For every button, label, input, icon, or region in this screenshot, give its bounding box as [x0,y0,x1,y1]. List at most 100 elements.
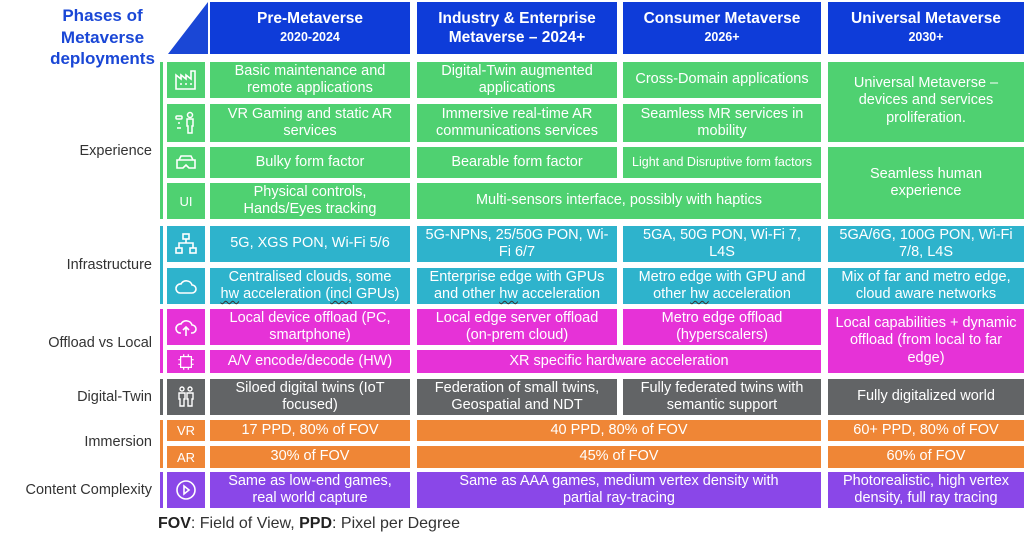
category-offload: Offload vs Local [48,335,152,351]
cell-metro-edge-offload: Metro edge offload (hyperscalers) [623,309,821,345]
cell-line: and other hw acceleration [434,286,600,304]
cell-universal-devices: Universal Metaverse – devices and servic… [828,62,1024,142]
cell-bulky-form: Bulky form factor [210,147,410,178]
cell-local-capabilities: Local capabilities + dynamic offload (fr… [828,309,1024,373]
cell-line: other hw acceleration [653,286,791,304]
phase-name: Consumer Metaverse [643,10,801,27]
phase-name-line2: Metaverse – 2024+ [448,29,586,46]
cell-immersive-ar: Immersive real-time AR communications se… [417,104,617,142]
diagram-title: Phases of Metaverse deployments [50,6,155,68]
cell-text: other [653,286,691,302]
cell-vr-40ppd: 40 PPD, 80% of FOV [417,420,821,441]
cell-text: hw [499,286,518,302]
cell-basic-maintenance: Basic maintenance and remote application… [210,62,410,98]
cell-5ga-6g: 5GA/6G, 100G PON, Wi-Fi 7/8, L4S [828,226,1024,262]
immersion-line [160,420,163,468]
footnote-ppd-desc: : Pixel per Degree [332,515,461,532]
cell-local-device-offload: Local device offload (PC, smartphone) [210,309,410,345]
category-experience: Experience [79,143,152,159]
cell-line: Centralised clouds, some [228,268,392,285]
cell-text: GPUs) [351,286,400,302]
footnote-fov: FOV [158,515,191,532]
cell-line: hw acceleration (incl GPUs) [221,286,400,304]
cell-metro-edge: Metro edge with GPU and other hw acceler… [623,268,821,304]
footnote-ppd: PPD [299,515,332,532]
phase-years: 2030+ [908,30,944,44]
cell-5g-npns: 5G-NPNs, 25/50G PON, Wi-Fi 6/7 [417,226,617,262]
cell-digital-twin-augmented: Digital-Twin augmented applications [417,62,617,98]
cell-federation-twins: Federation of small twins, Geospatial an… [417,379,617,415]
category-infrastructure: Infrastructure [66,257,152,273]
ar-icon: AR [167,446,205,468]
cell-local-edge-offload: Local edge server offload (on-prem cloud… [417,309,617,345]
cell-cross-domain: Cross-Domain applications [623,62,821,98]
category-digital-twin: Digital-Twin [77,389,152,405]
cell-vr-gaming: VR Gaming and static AR services [210,104,410,142]
cell-bearable-form: Bearable form factor [417,147,617,178]
cell-multi-sensors: Multi-sensors interface, possibly with h… [417,183,821,219]
cell-siloed-twins: Siloed digital twins (IoT focused) [210,379,410,415]
cell-aaa-games: Same as AAA games, medium vertex density… [417,472,821,508]
experience-line [160,62,163,219]
footnote: FOV: Field of View, PPD: Pixel per Degre… [158,515,460,533]
offload-line [160,309,163,373]
footnote-fov-desc: : Field of View, [190,515,300,532]
cell-low-end-games: Same as low-end games, real world captur… [210,472,410,508]
cloud-icon [167,268,205,304]
cell-vr-17ppd: 17 PPD, 80% of FOV [210,420,410,441]
cell-line: Mix of far and metro edge, [841,268,1011,285]
phase-header-consumer: Consumer Metaverse 2026+ [623,2,821,54]
phase-header-pre-metaverse: Pre-Metaverse 2020-2024 [210,2,410,54]
cloud-upload-icon [167,309,205,345]
cell-text: hw [690,286,709,302]
phase-header-universal: Universal Metaverse 2030+ [828,2,1024,54]
network-icon [167,226,205,262]
title-triangle [168,2,208,54]
cell-centralised-clouds: Centralised clouds, some hw acceleration… [210,268,410,304]
cell-text: acceleration ( [239,286,331,302]
cell-line: Enterprise edge with GPUs [429,268,605,285]
cell-text: incl [330,286,352,302]
cell-photorealistic: Photorealistic, high vertex density, ful… [828,472,1024,508]
infrastructure-line [160,226,163,304]
content-line [160,472,163,508]
vr-headset-icon [167,147,205,178]
cell-seamless-mr: Seamless MR services in mobility [623,104,821,142]
cell-ar-45: 45% of FOV [417,446,821,468]
cell-av-encode: A/V encode/decode (HW) [210,350,410,373]
vr-icon: VR [167,420,205,441]
phase-name: Universal Metaverse [851,10,1001,27]
play-icon [167,472,205,508]
cell-vr-60ppd: 60+ PPD, 80% of FOV [828,420,1024,441]
digital-twin-line [160,379,163,415]
phase-name: Industry & Enterprise [438,10,596,27]
cell-text: hw [220,286,240,302]
cell-text: acceleration [517,286,601,302]
cell-fully-digitalized: Fully digitalized world [828,379,1024,415]
chip-icon [167,350,205,373]
cell-line: cloud aware networks [855,286,997,302]
cell-xr-hw-accel: XR specific hardware acceleration [417,350,821,373]
cell-5ga-50g: 5GA, 50G PON, Wi-Fi 7, L4S [623,226,821,262]
phase-years: 2026+ [704,30,740,44]
ui-icon: UI [167,183,205,219]
cell-ar-60: 60% of FOV [828,446,1024,468]
category-content-complexity: Content Complexity [25,482,152,498]
phase-years: 2020-2024 [280,30,340,44]
twin-icon [167,379,205,415]
cell-federated-semantic: Fully federated twins with semantic supp… [623,379,821,415]
phase-header-industry-enterprise: Industry & Enterprise Metaverse – 2024+ [417,2,617,54]
person-vr-icon [167,104,205,142]
cell-physical-controls: Physical controls, Hands/Eyes tracking [210,183,410,219]
cell-text: acceleration [708,286,791,302]
cell-seamless-human: Seamless human experience [828,147,1024,219]
factory-icon [167,62,205,98]
cell-text: and other [433,286,500,302]
cell-5g-xgs: 5G, XGS PON, Wi-Fi 5/6 [210,226,410,262]
cell-enterprise-edge: Enterprise edge with GPUs and other hw a… [417,268,617,304]
cell-ar-30: 30% of FOV [210,446,410,468]
cell-light-disruptive: Light and Disruptive form factors [623,147,821,178]
category-immersion: Immersion [84,434,152,450]
cell-mix-far-metro: Mix of far and metro edge, cloud aware n… [828,268,1024,304]
cell-line: Metro edge with GPU and [638,268,806,285]
